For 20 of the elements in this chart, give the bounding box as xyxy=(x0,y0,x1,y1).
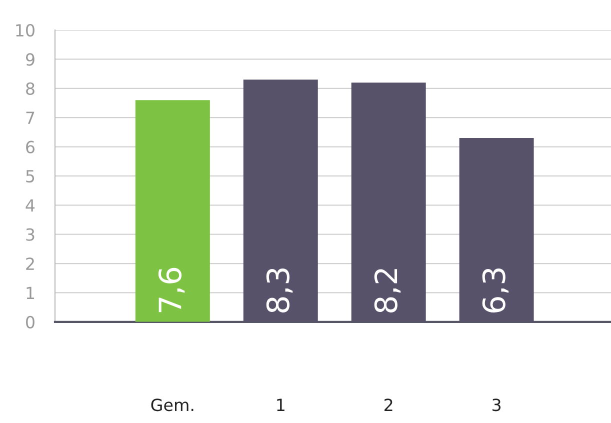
y-tick-label: 9 xyxy=(26,53,34,66)
data-label: 8,2 xyxy=(374,269,401,313)
x-tick-label: 3 xyxy=(492,398,501,412)
x-tick-label: Gem. xyxy=(151,398,194,412)
bar xyxy=(135,100,210,322)
data-label: 7,6 xyxy=(158,268,185,312)
y-tick-label: 2 xyxy=(26,257,34,270)
y-tick-label: 10 xyxy=(16,24,34,37)
y-tick-label: 1 xyxy=(26,286,34,300)
y-tick-label: 5 xyxy=(26,170,34,183)
x-tick-label: 2 xyxy=(384,398,392,411)
y-tick-label: 4 xyxy=(26,199,35,212)
y-tick-label: 6 xyxy=(26,140,34,154)
y-tick-label: 0 xyxy=(26,316,34,328)
y-tick-label: 8 xyxy=(26,82,34,95)
x-tick-label: 1 xyxy=(277,398,284,411)
y-tick-label: 7 xyxy=(26,112,34,124)
data-label: 8,3 xyxy=(266,268,293,313)
data-label: 6,3 xyxy=(482,268,509,312)
y-tick-label: 3 xyxy=(26,228,34,241)
